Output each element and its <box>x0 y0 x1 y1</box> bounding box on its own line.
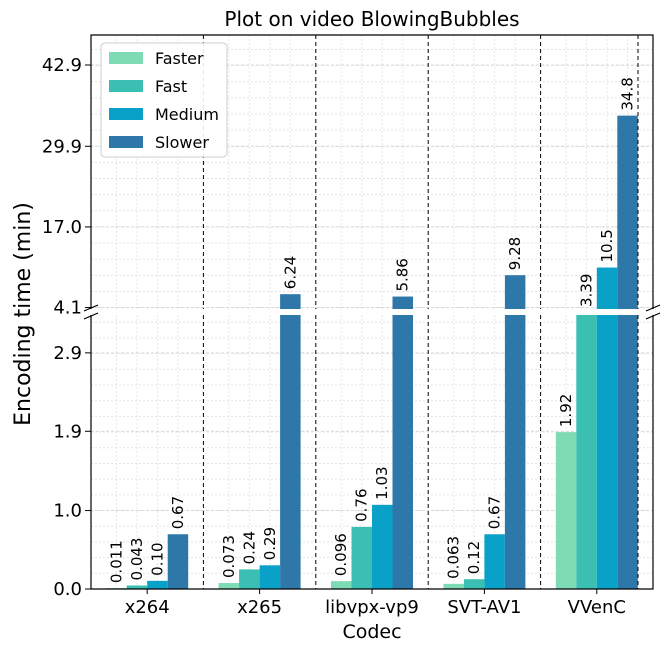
axis-break-mark <box>83 312 99 320</box>
bar <box>351 526 372 589</box>
legend-entry-label: Fast <box>155 77 187 96</box>
bar <box>239 569 260 589</box>
y-tick-label: 1.0 <box>53 501 82 522</box>
bar-value-label: 1.92 <box>557 394 575 427</box>
bar-value-label: 0.10 <box>148 542 166 575</box>
axis-break-gap <box>92 309 652 315</box>
axis-break-mark <box>83 304 99 312</box>
y-tick-label: 29.9 <box>42 136 82 157</box>
y-tick-label: 2.9 <box>53 343 82 364</box>
bar <box>463 579 485 589</box>
x-tick-label: libvpx-vp9 <box>325 597 419 618</box>
legend-swatch <box>109 136 143 148</box>
bar-value-label: 0.096 <box>332 533 350 576</box>
bar <box>259 565 281 589</box>
bar-value-label: 0.67 <box>169 496 187 529</box>
x-tick-label: x265 <box>237 597 282 618</box>
bar <box>331 581 352 589</box>
y-tick-label: 42.9 <box>42 55 82 76</box>
bar-value-label: 0.67 <box>486 496 504 529</box>
x-tick-label: VVenC <box>568 597 626 618</box>
x-axis-label: Codec <box>342 621 401 643</box>
bar-value-label: 34.8 <box>619 77 637 110</box>
bar <box>484 534 505 589</box>
bar-value-label: 0.76 <box>353 488 371 521</box>
legend-entry-label: Slower <box>155 133 209 152</box>
bar <box>576 312 597 589</box>
legend-swatch <box>109 52 143 64</box>
y-tick-label: 0.0 <box>53 579 82 600</box>
bar-value-label: 0.29 <box>261 527 279 560</box>
bar-value-label: 0.043 <box>128 538 146 581</box>
bar <box>596 267 618 589</box>
bar <box>372 504 393 589</box>
bar-value-label: 5.86 <box>394 258 412 291</box>
legend: Faster Fast Medium Slower <box>100 42 228 158</box>
bar <box>443 583 464 589</box>
bar-value-label: 0.011 <box>107 540 125 583</box>
legend-box <box>100 42 228 158</box>
bar <box>617 115 638 590</box>
plot-area: 0.01.01.92.94.117.029.942.90.011 0.043 0.1… <box>42 34 661 618</box>
bar-value-label: 0.063 <box>445 536 463 579</box>
legend-entry-label: Medium <box>155 105 219 124</box>
x-tick-label: SVT-AV1 <box>447 597 521 618</box>
bar-value-label: 9.28 <box>506 237 524 270</box>
upper-axis-frame <box>90 34 654 309</box>
bar-value-label: 0.24 <box>240 531 258 564</box>
lower-axis-frame <box>90 315 654 590</box>
y-tick-label: 1.9 <box>53 421 82 442</box>
bar <box>392 296 413 589</box>
bar <box>147 580 168 589</box>
y-tick-label: 4.1 <box>53 298 82 319</box>
bar-value-label: 10.5 <box>598 229 616 262</box>
bar-value-label: 0.073 <box>220 535 238 578</box>
bar <box>280 294 301 589</box>
bar-value-label: 1.03 <box>373 466 391 499</box>
y-tick-label: 17.0 <box>42 217 82 238</box>
legend-entry-label: Faster <box>155 49 204 68</box>
legend-swatch <box>109 108 143 120</box>
axis-break-mark <box>645 312 661 320</box>
bar <box>218 583 240 589</box>
y-axis-label: Encoding time (min) <box>11 202 36 426</box>
bar <box>126 585 148 589</box>
x-tick-label: x264 <box>125 597 170 618</box>
bar <box>555 432 577 589</box>
bar-value-label: 6.24 <box>281 256 299 289</box>
bar <box>504 275 526 589</box>
bar <box>167 534 189 589</box>
chart-title: Plot on video BlowingBubbles <box>224 7 519 31</box>
legend-swatch <box>109 80 143 92</box>
axis-break-mark <box>645 304 661 312</box>
bar-value-label: 0.12 <box>465 541 483 574</box>
bar-value-label: 3.39 <box>578 274 596 307</box>
